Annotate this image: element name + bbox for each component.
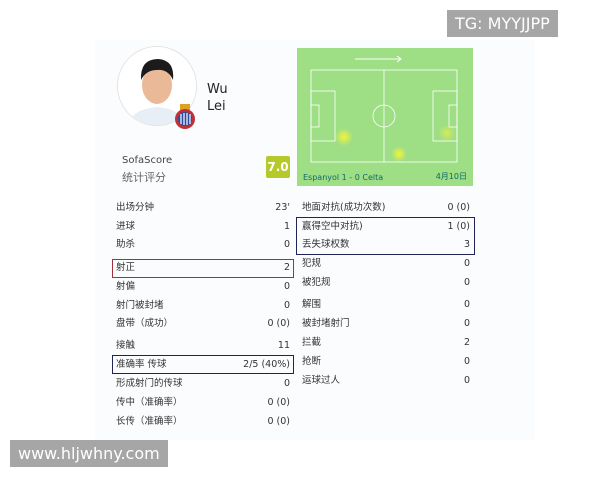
highlight-shots-on-target — [112, 259, 294, 278]
stat-label: 长传（准确率） — [116, 416, 183, 427]
stat-label: 地面对抗(成功次数) — [302, 202, 386, 213]
club-badge-icon — [175, 104, 195, 129]
sofascore-label: SofaScore — [122, 155, 173, 166]
stat-row: 出场分钟 23' — [116, 199, 290, 217]
match-score[interactable]: Espanyol 1 - 0 Celta — [303, 173, 384, 182]
highlight-aerial-duels — [296, 217, 475, 255]
stat-label: 赢得空中对抗) — [302, 221, 363, 232]
stat-value: 0 — [283, 300, 290, 311]
stat-row: 拦截 2 — [302, 334, 470, 352]
stat-row: 准确率 传球 2/5 (40%) — [116, 356, 290, 374]
stat-row: 丢失球权数 3 — [302, 236, 470, 254]
stat-value: 3 — [463, 239, 470, 250]
stat-label: 助杀 — [116, 239, 136, 250]
stat-label: 射正 — [116, 262, 136, 273]
stat-row: 被封堵射门 0 — [302, 315, 470, 333]
stat-value: 0 (0) — [267, 397, 290, 408]
stat-row: 解围 0 — [302, 296, 470, 314]
stat-row: 运球过人 0 — [302, 372, 470, 390]
stat-row: 进球 1 — [116, 218, 290, 236]
watermark-top: TG: MYYJJPP — [447, 10, 558, 37]
stat-label: 被封堵射门 — [302, 318, 350, 329]
stat-row: 长传（准确率） 0 (0) — [116, 413, 290, 431]
stat-value: 0 — [463, 258, 470, 269]
highlight-pass-accuracy — [112, 355, 294, 374]
stat-label: 准确率 传球 — [116, 359, 167, 370]
stat-row: 射门被封堵 0 — [116, 297, 290, 315]
stat-value: 0 — [463, 356, 470, 367]
stat-value: 2 — [283, 262, 290, 273]
stat-row: 形成射门的传球 0 — [116, 375, 290, 393]
stat-label: 形成射门的传球 — [116, 378, 183, 389]
stat-value: 0 — [463, 375, 470, 386]
match-date: 4月10日 — [435, 172, 467, 181]
stat-label: 进球 — [116, 221, 136, 232]
stat-label: 运球过人 — [302, 375, 341, 386]
stat-row: 抢断 0 — [302, 353, 470, 371]
stat-row: 射偏 0 — [116, 278, 290, 296]
stat-row: 赢得空中对抗) 1 (0) — [302, 218, 470, 236]
stat-label: 解围 — [302, 299, 322, 310]
heatmap-pitch: Espanyol 1 - 0 Celta 4月10日 — [297, 48, 473, 186]
watermark-bottom: www.hljwhny.com — [10, 440, 168, 467]
stat-value: 0 — [283, 239, 290, 250]
stat-value: 0 — [283, 378, 290, 389]
stat-row: 地面对抗(成功次数) 0 (0) — [302, 199, 470, 217]
stat-value: 2 — [463, 337, 470, 348]
player-last-name: Lei — [207, 99, 226, 114]
stat-value: 0 — [463, 318, 470, 329]
stat-row: 盘带（成功） 0 (0) — [116, 315, 290, 333]
stat-label: 盘带（成功） — [116, 318, 174, 329]
rating-badge: 7.0 — [266, 156, 290, 178]
stat-value: 0 — [463, 277, 470, 288]
stat-value: 23' — [275, 202, 290, 213]
stat-row: 犯规 0 — [302, 255, 470, 273]
stat-label: 射偏 — [116, 281, 136, 292]
stat-label: 抢断 — [302, 356, 322, 367]
stat-value: 1 (0) — [447, 221, 470, 232]
stat-value: 0 (0) — [267, 318, 290, 329]
stat-value: 0 (0) — [447, 202, 470, 213]
stat-label: 出场分钟 — [116, 202, 155, 213]
stat-label: 被犯规 — [302, 277, 331, 288]
stat-label: 丢失球权数 — [302, 239, 350, 250]
stat-row: 被犯规 0 — [302, 274, 470, 292]
stat-row: 射正 2 — [116, 259, 290, 277]
heatmap — [310, 55, 458, 163]
stat-row: 传中（准确率） 0 (0) — [116, 394, 290, 412]
stat-value: 0 — [463, 299, 470, 310]
stat-label: 犯规 — [302, 258, 322, 269]
stat-row: 接触 11 — [116, 337, 290, 355]
stat-label: 射门被封堵 — [116, 300, 164, 311]
stat-label: 传中（准确率） — [116, 397, 183, 408]
stat-row: 助杀 0 — [116, 236, 290, 254]
stat-value: 0 — [283, 281, 290, 292]
player-first-name: Wu — [207, 82, 228, 97]
stat-value: 2/5 (40%) — [243, 359, 290, 370]
stat-value: 11 — [277, 340, 290, 351]
stat-label: 接触 — [116, 340, 136, 351]
stat-value: 1 — [283, 221, 290, 232]
rating-label: 统计评分 — [122, 171, 166, 184]
stat-label: 拦截 — [302, 337, 322, 348]
stat-value: 0 (0) — [267, 416, 290, 427]
